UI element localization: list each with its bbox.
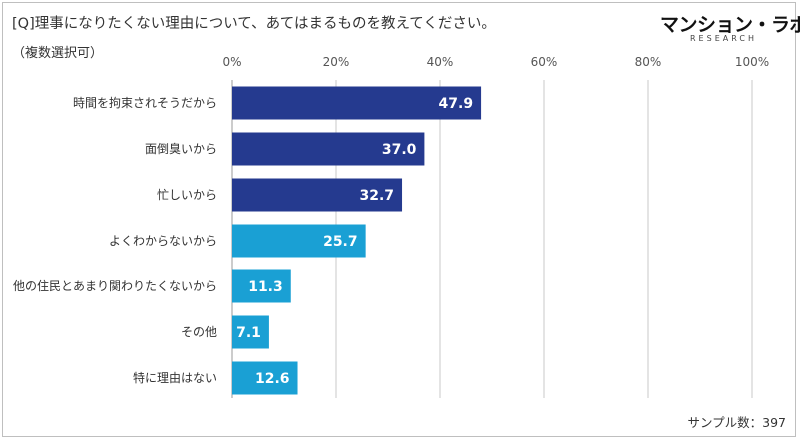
category-label: よくわからないから <box>109 234 217 248</box>
category-label: 他の住民とあまり関わりたくないから <box>13 279 217 293</box>
chart-title: [Q]理事になりたくない理由について、あてはまるものを教えてください。 <box>12 16 496 32</box>
data-label: 12.6 <box>255 371 290 387</box>
data-label: 37.0 <box>382 142 417 158</box>
x-tick-label: 100% <box>735 55 769 69</box>
x-tick-label: 40% <box>427 55 454 69</box>
sample-size-label: サンプル数：397 <box>687 415 786 430</box>
category-label: 時間を拘束されそうだから <box>73 96 217 110</box>
category-label: 面倒臭いから <box>145 141 217 156</box>
category-label: その他 <box>181 325 217 339</box>
data-label: 47.9 <box>439 96 474 112</box>
bar <box>232 269 291 303</box>
category-label: 特に理由はない <box>133 370 217 385</box>
data-label: 7.1 <box>236 325 261 341</box>
data-label: 32.7 <box>359 188 394 204</box>
bar <box>232 86 482 120</box>
logo-sub-text: RESEARCH <box>690 34 757 43</box>
x-tick-label: 0% <box>222 55 241 69</box>
bar <box>232 178 403 212</box>
bar <box>232 315 269 349</box>
data-label: 11.3 <box>248 279 283 295</box>
bar <box>232 132 425 166</box>
chart-frame <box>2 2 796 437</box>
x-tick-label: 60% <box>531 55 558 69</box>
data-label: 25.7 <box>323 234 358 250</box>
logo-main-text: マンション・ラボ <box>660 14 800 36</box>
x-tick-label: 80% <box>635 55 662 69</box>
x-tick-label: 20% <box>323 55 350 69</box>
chart-subtitle: （複数選択可） <box>12 46 104 61</box>
category-label: 忙しいから <box>157 188 217 202</box>
bar <box>232 361 298 395</box>
brand-logo: マンション・ラボ RESEARCH <box>660 10 800 46</box>
bar <box>232 224 366 258</box>
